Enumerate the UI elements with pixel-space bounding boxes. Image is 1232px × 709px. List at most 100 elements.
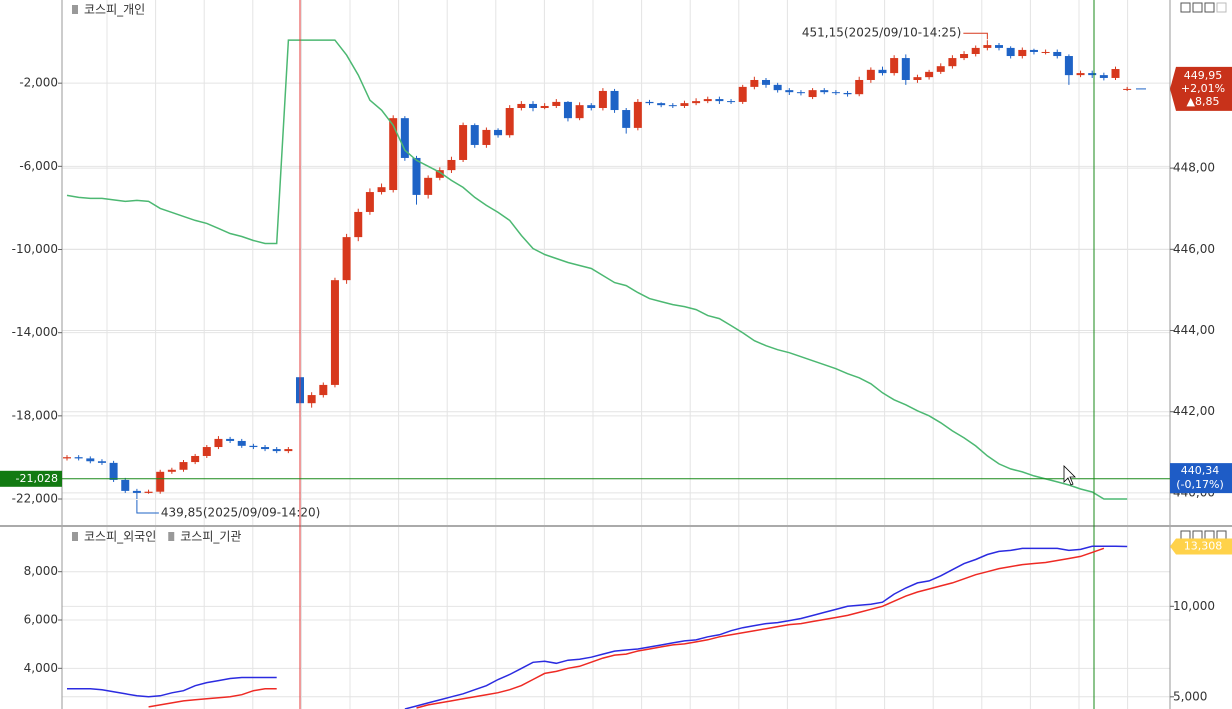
candle-body: [936, 66, 945, 72]
tag-label: 440,34: [1181, 464, 1220, 477]
y2-tick-label: 444,00: [1173, 323, 1215, 337]
plot-area: [63, 39, 1132, 500]
candle-body: [179, 462, 188, 470]
candle-body: [645, 101, 654, 104]
candle-body: [668, 105, 677, 107]
candle-body: [901, 58, 910, 80]
button[interactable]: [1180, 2, 1191, 13]
candle-body: [703, 99, 712, 102]
candle-body: [843, 92, 852, 95]
y2-tick-label: 10,000: [1173, 599, 1215, 613]
candle-body: [727, 101, 736, 103]
candle-body: [762, 79, 770, 85]
plot-area: [67, 545, 1128, 709]
candle-body: [109, 462, 118, 480]
candle-body: [424, 177, 433, 195]
candle-body: [86, 458, 95, 462]
y-tick-label: -6,000: [19, 159, 58, 173]
candle-body: [435, 170, 444, 178]
y-tick-label: 4,000: [24, 661, 58, 675]
crosshair-tag-right: 440,34(-0,17%): [1170, 463, 1232, 494]
candle-body: [738, 86, 747, 102]
candle-body: [866, 69, 875, 80]
candle-body: [202, 447, 211, 456]
candle-body: [820, 90, 829, 93]
candle-body: [365, 192, 374, 212]
tag-label: 449,95: [1184, 69, 1223, 82]
series-line: [67, 545, 1128, 709]
legend-label: 코스피_개인: [84, 3, 145, 17]
tag-box: [0, 470, 62, 487]
candle-body: [750, 79, 759, 87]
candle-body: [983, 45, 992, 48]
button[interactable]: [1204, 2, 1215, 13]
candle-body: [272, 449, 281, 452]
candle-body: [412, 157, 421, 195]
candle-body: [470, 125, 479, 145]
candle-body: [214, 438, 223, 448]
last-price-tag: 449,95+2,01%▲8,85: [1170, 66, 1232, 111]
last-value-tag: 13,308: [1170, 538, 1232, 555]
candle-body: [389, 118, 398, 191]
candle-body: [354, 211, 363, 238]
candle-body: [144, 491, 153, 493]
candle-body: [132, 490, 141, 493]
candle-body: [1006, 47, 1015, 57]
candle-body: [167, 469, 176, 472]
candle-body: [680, 103, 689, 106]
annotation-arrow: [963, 32, 988, 40]
y-tick-label: -18,000: [12, 408, 58, 422]
tag-box: [1170, 538, 1232, 555]
y-tick-label: 6,000: [24, 613, 58, 627]
candle-body: [773, 84, 782, 91]
candle-body: [808, 90, 817, 98]
button[interactable]: [1216, 2, 1227, 13]
y2-tick-label: 442,00: [1173, 404, 1215, 418]
tag-label: 13,308: [1184, 539, 1223, 552]
mouse-cursor: [1063, 465, 1076, 486]
candle-body: [633, 101, 642, 128]
candle-body: [948, 58, 957, 67]
annotation-arrow: [136, 500, 159, 514]
candle-body: [494, 129, 503, 136]
candle-body: [552, 101, 561, 106]
candle-body: [925, 71, 934, 78]
candle-body: [1053, 51, 1062, 57]
candle-body: [459, 125, 468, 160]
candle-body: [505, 108, 514, 136]
button[interactable]: [1192, 2, 1203, 13]
candle-body: [540, 105, 549, 109]
window-buttons[interactable]: [1180, 2, 1227, 541]
candle-body: [1041, 51, 1050, 53]
legend-swatch: [168, 532, 175, 541]
candle-body: [878, 69, 887, 74]
candle-body: [715, 99, 724, 102]
candle-body: [97, 461, 106, 463]
annotation-label: 439,85(2025/09/09-14:20): [161, 506, 320, 520]
candle-body: [330, 280, 339, 385]
y-tick-label: -22,000: [12, 492, 58, 506]
tag-label: (-0,17%): [1176, 478, 1224, 491]
candle-body: [377, 187, 386, 193]
legend-swatch: [72, 532, 78, 541]
candle-body: [191, 455, 200, 463]
candle-body: [74, 457, 83, 459]
tag-box: [1170, 463, 1232, 494]
candle-body: [1111, 69, 1120, 78]
candle-body: [692, 101, 701, 104]
candle-body: [971, 47, 980, 55]
candle-body: [587, 105, 596, 109]
candle-body: [622, 110, 631, 128]
candle-body: [1018, 49, 1027, 57]
annotation-label: 451,15(2025/09/10-14:25): [802, 26, 961, 40]
candle-body: [156, 471, 165, 492]
y-tick-label: 8,000: [24, 564, 58, 578]
candle-body: [237, 440, 246, 446]
candle-body: [1123, 88, 1132, 90]
candle-body: [249, 445, 258, 448]
candle-body: [63, 457, 71, 459]
candle-body: [913, 77, 922, 80]
candle-body: [517, 103, 526, 109]
